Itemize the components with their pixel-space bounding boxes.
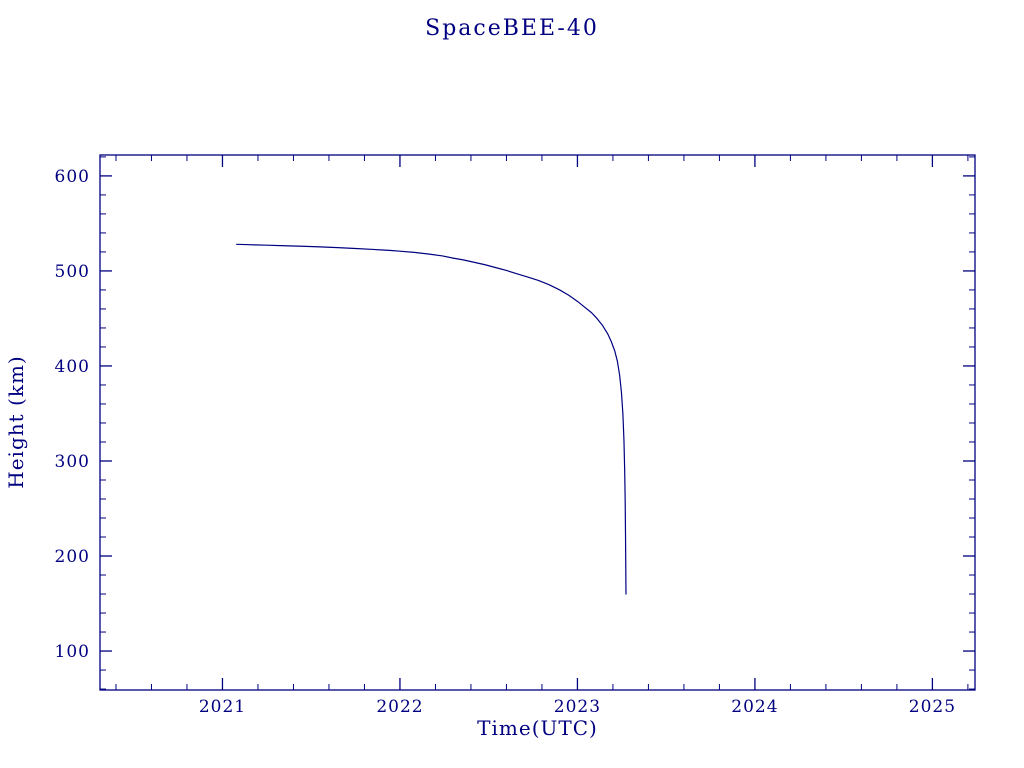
plot-frame — [99, 154, 976, 691]
x-tick-label: 2022 — [376, 697, 423, 717]
x-axis-label: Time(UTC) — [477, 716, 598, 740]
y-tick-label: 400 — [55, 357, 90, 377]
x-tick-label: 2023 — [554, 697, 601, 717]
y-tick-label: 500 — [55, 262, 90, 282]
y-tick-label: 200 — [55, 547, 90, 567]
chart-title: SpaceBEE-40 — [425, 16, 599, 41]
y-tick-label: 100 — [55, 642, 90, 662]
x-tick-label: 2025 — [909, 697, 956, 717]
y-tick-label: 300 — [55, 452, 90, 472]
decay-curve — [236, 243, 627, 595]
y-tick-label: 600 — [55, 167, 90, 187]
x-tick-label: 2021 — [199, 697, 246, 717]
x-tick-label: 2024 — [731, 697, 778, 717]
